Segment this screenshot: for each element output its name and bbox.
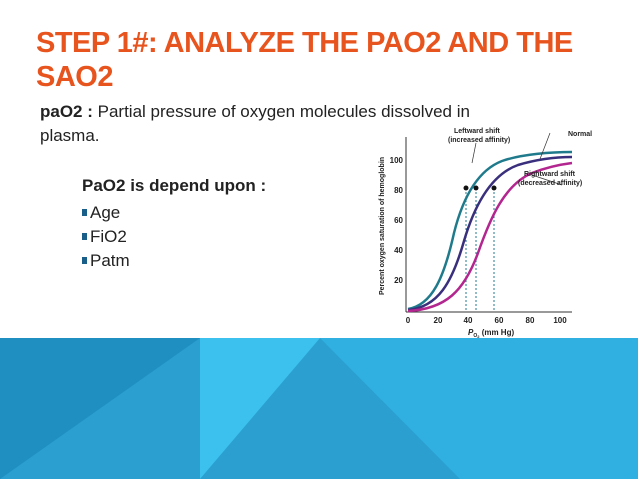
leftward-shift-sublabel: (increased affinity) (448, 137, 510, 144)
list-item: Patm (82, 249, 266, 273)
right-shift-pointer (531, 174, 563, 186)
normal-label: Normal (568, 131, 592, 138)
y-tick-label: 80 (394, 186, 403, 195)
rightward-shift-curve (407, 161, 573, 313)
normal-pointer (539, 132, 551, 160)
definition-term: paO2 : (40, 102, 93, 121)
y-tick-label: 40 (394, 246, 403, 255)
x-axis-label: PO2 (mm Hg) (468, 328, 514, 339)
definition-text: Partial pressure of oxygen molecules dis… (40, 102, 470, 145)
dependency-list: Age FiO2 Patm (82, 201, 266, 273)
square-bullet-icon (82, 257, 87, 264)
rightward-shift-label: Rightward shift (524, 171, 576, 178)
rightward-shift-sublabel: (decreased affinity) (518, 180, 582, 187)
left-shift-pointer (471, 142, 477, 164)
normal-curve (407, 155, 573, 312)
x-tick-label: 0 (406, 316, 411, 325)
curve-point (463, 185, 469, 191)
footer-band (0, 338, 638, 479)
square-bullet-icon (82, 209, 87, 216)
slide-title: STEP 1#: ANALYZE THE PAO2 AND THE SAO2 (36, 27, 573, 93)
y-tick-label: 100 (390, 156, 404, 165)
square-bullet-icon (82, 233, 87, 240)
curve-point (473, 185, 479, 191)
leftward-shift-curve (407, 150, 573, 311)
x-tick-label: 80 (526, 316, 535, 325)
footer-dark-shape (0, 338, 200, 479)
subheading: PaO2 is depend upon : (82, 176, 267, 195)
x-tick-label: 40 (464, 316, 473, 325)
leftward-shift-label: Leftward shift (454, 128, 501, 135)
x-tick-label: 60 (495, 316, 504, 325)
x-tick-label: 20 (434, 316, 443, 325)
dependency-block: PaO2 is depend upon : Age FiO2 Patm (82, 175, 266, 273)
dissociation-curve-figure: 100 80 60 40 20 0 20 40 60 80 100 Percen… (372, 123, 594, 358)
list-item: FiO2 (82, 225, 266, 249)
x-tick-label: 100 (553, 316, 567, 325)
y-tick-label: 60 (394, 216, 403, 225)
y-axis-label: Percent oxygen saturation of hemoglobin (379, 157, 386, 295)
list-item: Age (82, 201, 266, 225)
y-tick-label: 20 (394, 276, 403, 285)
curve-point (491, 185, 497, 191)
footer-light-shape (200, 338, 320, 479)
definition: paO2 : Partial pressure of oxygen molecu… (40, 100, 510, 148)
